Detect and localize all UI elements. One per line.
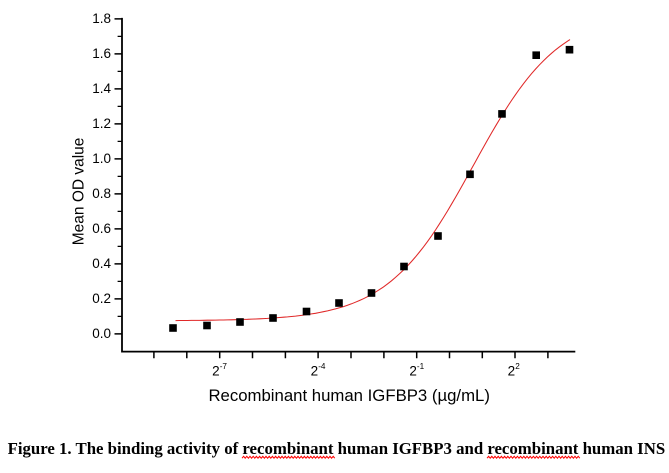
svg-text:0.4: 0.4 — [92, 256, 111, 271]
svg-text:-4: -4 — [318, 362, 326, 371]
svg-text:0.6: 0.6 — [92, 221, 111, 236]
svg-text:2: 2 — [508, 364, 516, 379]
svg-text:1.0: 1.0 — [92, 151, 111, 166]
svg-text:0.8: 0.8 — [92, 186, 111, 201]
svg-text:1.4: 1.4 — [92, 81, 111, 96]
svg-text:0.0: 0.0 — [92, 326, 111, 341]
svg-text:-7: -7 — [220, 362, 228, 371]
svg-text:2: 2 — [311, 364, 319, 379]
svg-text:1.2: 1.2 — [92, 116, 111, 131]
svg-text:1.8: 1.8 — [92, 11, 111, 26]
svg-text:1.6: 1.6 — [92, 46, 111, 61]
svg-text:2: 2 — [409, 364, 417, 379]
svg-text:Mean OD value: Mean OD value — [70, 138, 87, 246]
svg-text:2: 2 — [212, 364, 220, 379]
svg-text:Recombinant human IGFBP3 (µg/m: Recombinant human IGFBP3 (µg/mL) — [208, 386, 490, 405]
svg-text:-1: -1 — [417, 362, 425, 371]
svg-text:0.2: 0.2 — [92, 291, 111, 306]
svg-text:2: 2 — [515, 362, 520, 371]
